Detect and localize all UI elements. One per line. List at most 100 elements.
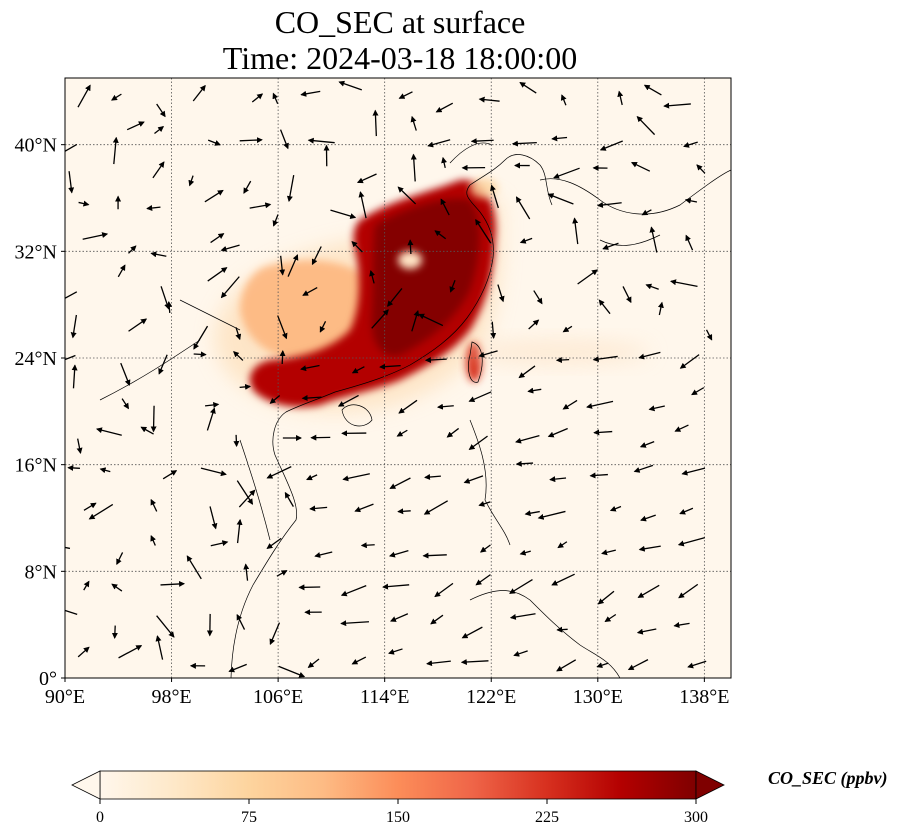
wind-arrow	[562, 399, 578, 410]
wind-arrow	[410, 115, 417, 131]
wind-arrow	[509, 578, 533, 594]
wind-arrow	[249, 202, 272, 209]
wind-arrow	[351, 656, 367, 665]
y-tick-label: 0°	[39, 668, 57, 690]
wind-arrow	[70, 314, 78, 339]
wind-arrow	[382, 583, 410, 590]
colorbar-ticks: 0 75 150 225 300	[96, 799, 708, 826]
x-tick-label: 130°E	[573, 686, 623, 708]
wind-arrow	[300, 90, 321, 97]
wind-arrow	[468, 435, 488, 450]
wind-arrow	[547, 427, 568, 438]
wind-arrow	[233, 434, 240, 448]
wind-arrow	[71, 364, 78, 389]
y-axis-ticks: 0° 8°N 16°N 24°N 32°N 40°N	[15, 135, 65, 690]
wind-arrow	[446, 427, 460, 438]
colorbar-body	[99, 770, 697, 800]
wind-arrow	[83, 580, 90, 591]
wind-arrow	[518, 365, 536, 379]
wind-arrow	[209, 506, 218, 530]
wind-arrow	[636, 628, 657, 635]
wind-arrow	[314, 551, 333, 558]
wind-arrow	[422, 552, 447, 559]
wind-arrow	[354, 503, 374, 513]
y-tick-label: 40°N	[15, 135, 57, 157]
wind-arrow	[311, 246, 322, 266]
wind-vectors	[65, 80, 713, 678]
wind-arrow	[65, 607, 78, 615]
wind-arrow	[663, 102, 691, 109]
wind-arrow	[206, 407, 216, 431]
wind-arrow	[65, 291, 78, 300]
coastlines	[99, 142, 731, 678]
wind-arrow	[156, 615, 175, 638]
wind-arrow	[441, 156, 448, 169]
wind-arrow	[470, 138, 494, 145]
wind-arrow	[300, 364, 320, 372]
wind-arrow	[279, 350, 286, 365]
wind-arrow	[238, 489, 256, 508]
wind-arrow	[515, 434, 540, 444]
wind-arrow	[519, 82, 537, 94]
wind-arrow	[243, 563, 250, 581]
wind-arrow	[266, 537, 282, 549]
colorbar: 0 75 150 225 300	[71, 770, 725, 826]
wind-arrow	[154, 126, 165, 135]
wind-arrow	[111, 583, 123, 592]
wind-arrow	[117, 264, 126, 278]
wind-arrow	[388, 550, 409, 558]
wind-arrow	[556, 626, 568, 633]
wind-arrow	[633, 464, 654, 473]
wind-arrow	[276, 570, 288, 577]
wind-arrow	[389, 477, 411, 489]
wind-arrow	[158, 354, 168, 375]
wind-arrow	[551, 573, 575, 586]
wind-arrow	[160, 580, 186, 587]
wind-arrow	[460, 659, 489, 665]
wind-arrow	[553, 167, 580, 179]
wind-arrow	[351, 366, 365, 374]
wind-arrow	[251, 93, 264, 103]
wind-arrow	[204, 189, 224, 203]
wind-arrow	[233, 350, 244, 361]
wind-arrow	[330, 209, 357, 219]
wind-arrow	[551, 135, 568, 142]
wind-arrow	[188, 175, 195, 187]
wind-arrow	[83, 502, 97, 511]
wind-arrow	[272, 92, 279, 105]
colorbar-tick-label: 150	[386, 809, 410, 826]
wind-arrow	[479, 544, 491, 553]
wind-arrow	[111, 625, 118, 639]
wind-arrow	[679, 507, 694, 515]
wind-arrow	[593, 429, 613, 436]
wind-arrow	[99, 467, 111, 474]
wind-arrow	[478, 96, 500, 103]
wind-arrow	[88, 503, 114, 520]
wind-arrow	[426, 660, 451, 667]
wind-arrow	[340, 620, 370, 627]
wind-arrow	[589, 472, 608, 479]
wind-arrow	[560, 94, 567, 106]
wind-arrow	[150, 251, 167, 258]
wind-arrow	[398, 399, 418, 414]
wind-arrow	[410, 153, 417, 182]
wind-arrow	[549, 476, 567, 483]
chart-title: CO_SEC at surface	[274, 4, 526, 40]
wind-arrow	[434, 582, 454, 598]
wind-arrow	[670, 279, 698, 287]
wind-arrow	[555, 356, 570, 363]
wind-arrow	[705, 329, 713, 341]
wind-arrow	[519, 237, 533, 244]
x-tick-label: 114°E	[360, 686, 409, 708]
wind-arrow	[319, 321, 327, 333]
wind-arrow	[687, 660, 707, 669]
wind-arrow	[657, 301, 664, 316]
wind-arrow	[309, 505, 328, 512]
wind-arrow	[272, 214, 279, 227]
wind-arrow	[572, 217, 579, 245]
wind-arrow	[388, 648, 403, 655]
wind-arrow	[478, 501, 491, 507]
wind-arrow	[423, 500, 448, 515]
x-tick-label: 122°E	[466, 686, 516, 708]
